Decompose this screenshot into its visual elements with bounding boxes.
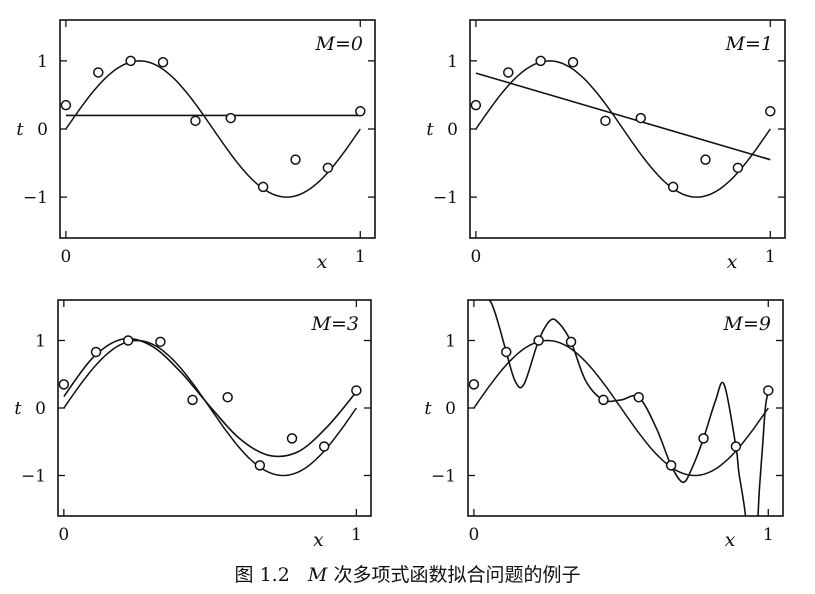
true-curve-line xyxy=(63,339,358,477)
data-point xyxy=(254,460,266,471)
data-point xyxy=(318,441,330,452)
y-axis-label: t xyxy=(424,398,432,419)
data-point xyxy=(732,162,744,174)
data-point xyxy=(470,99,482,111)
caption-text: 次多项式函数拟合问题的例子 xyxy=(333,564,581,586)
plot-area xyxy=(65,60,361,198)
data-point xyxy=(503,67,514,78)
data-point xyxy=(93,67,104,78)
y-tick-label: 1 xyxy=(447,52,458,72)
x-axis-label: x xyxy=(727,251,738,273)
data-point xyxy=(225,112,236,124)
data-point xyxy=(355,106,366,117)
y-tick-label: 0 xyxy=(37,120,48,140)
data-point xyxy=(665,460,677,471)
fit-curve-line xyxy=(488,300,770,516)
data-point xyxy=(533,335,544,346)
y-tick-label: −1 xyxy=(21,467,46,487)
data-point xyxy=(635,112,646,124)
chart-panel-1: 1 0 −1 0 1 t x M=0 xyxy=(16,19,376,273)
data-point xyxy=(157,56,169,68)
data-point xyxy=(290,154,301,165)
x-tick-label: 1 xyxy=(763,525,774,545)
data-point xyxy=(567,56,579,68)
x-tick-label: 1 xyxy=(765,247,776,267)
fit-curve-line xyxy=(475,72,771,161)
y-tick-label: 1 xyxy=(35,332,46,352)
true-curve-line xyxy=(65,60,361,198)
y-tick-label: 1 xyxy=(445,332,456,352)
data-point xyxy=(730,441,742,452)
y-axis-label: t xyxy=(14,398,22,419)
caption-figure-number: 图 1.2 xyxy=(234,564,290,586)
y-tick-label: 0 xyxy=(445,399,456,419)
data-point xyxy=(698,433,709,444)
panel-label: M=3 xyxy=(311,313,359,335)
data-point xyxy=(322,162,334,174)
data-point xyxy=(765,106,776,117)
x-tick-label: 1 xyxy=(351,525,362,545)
data-point xyxy=(535,55,546,67)
data-point xyxy=(122,335,134,346)
data-point xyxy=(501,346,512,358)
data-point xyxy=(763,385,774,396)
data-point xyxy=(58,379,70,390)
plot-area xyxy=(473,300,770,516)
y-tick-label: −1 xyxy=(433,188,458,208)
panel-label: M=0 xyxy=(315,33,363,55)
data-point xyxy=(222,391,233,403)
data-point xyxy=(700,154,711,165)
x-tick-label: 0 xyxy=(58,525,69,545)
x-tick-label: 1 xyxy=(355,247,366,267)
data-point xyxy=(600,115,611,127)
data-point xyxy=(565,336,577,348)
chart-panel-4: 1 0 −1 0 1 t x M=9 xyxy=(424,299,784,551)
data-point xyxy=(633,391,644,403)
y-axis-label: t xyxy=(426,119,434,140)
figure-caption: 图 1.2 M 次多项式函数拟合问题的例子 xyxy=(0,560,815,587)
x-axis-label: x xyxy=(725,529,736,551)
plot-area xyxy=(475,60,771,198)
data-point xyxy=(257,181,269,193)
caption-variable: M xyxy=(307,564,328,586)
y-tick-label: 1 xyxy=(37,52,48,72)
chart-panel-2: 1 0 −1 0 1 t x M=1 xyxy=(426,19,786,273)
data-point xyxy=(60,99,72,111)
x-axis-label: x xyxy=(313,529,324,551)
x-tick-label: 0 xyxy=(60,247,71,267)
data-point xyxy=(667,181,679,193)
data-point xyxy=(351,385,362,396)
x-axis-label: x xyxy=(317,251,328,273)
panel-label: M=9 xyxy=(723,313,771,335)
data-point xyxy=(598,394,609,406)
x-tick-label: 0 xyxy=(470,247,481,267)
data-point xyxy=(190,115,201,127)
y-tick-label: −1 xyxy=(431,467,456,487)
y-tick-label: 0 xyxy=(35,399,46,419)
data-point xyxy=(468,379,480,390)
plot-area xyxy=(63,337,358,477)
y-tick-label: 0 xyxy=(447,120,458,140)
x-tick-label: 0 xyxy=(468,525,479,545)
data-point xyxy=(90,346,102,358)
data-point xyxy=(155,336,166,348)
data-point xyxy=(125,55,136,67)
figure-panels: 1 0 −1 0 1 t x M=0 1 0 −1 0 1 t x M=1 1 0 −1 0 1 t x M=3 1 0 −1 0 1 t… xyxy=(14,19,786,551)
data-point xyxy=(187,394,198,406)
y-tick-label: −1 xyxy=(23,188,48,208)
y-axis-label: t xyxy=(16,119,24,140)
fit-curve-line xyxy=(63,337,358,458)
data-point xyxy=(286,433,298,444)
chart-panel-3: 1 0 −1 0 1 t x M=3 xyxy=(14,299,372,551)
panel-label: M=1 xyxy=(725,33,773,55)
true-curve-line xyxy=(475,60,771,198)
true-curve-line xyxy=(473,339,769,477)
